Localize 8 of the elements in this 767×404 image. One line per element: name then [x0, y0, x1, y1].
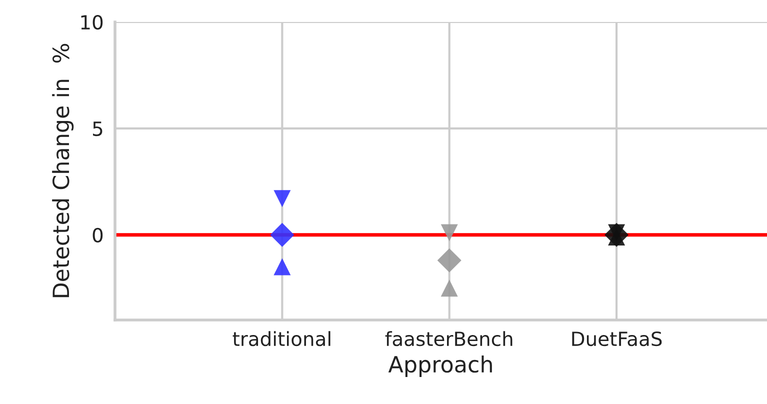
- x-axis-title: Approach: [388, 355, 492, 377]
- y-axis-title: Detected Change in %: [52, 44, 74, 298]
- x-tick-label: traditional: [232, 331, 330, 346]
- y-tick-label: 10: [81, 14, 103, 30]
- y-tick-label: 5: [93, 122, 102, 136]
- y-tick-label: 0: [92, 228, 103, 243]
- x-tick-label: faasterBench: [385, 331, 512, 346]
- x-tick-label: DuetFaaS: [572, 331, 662, 346]
